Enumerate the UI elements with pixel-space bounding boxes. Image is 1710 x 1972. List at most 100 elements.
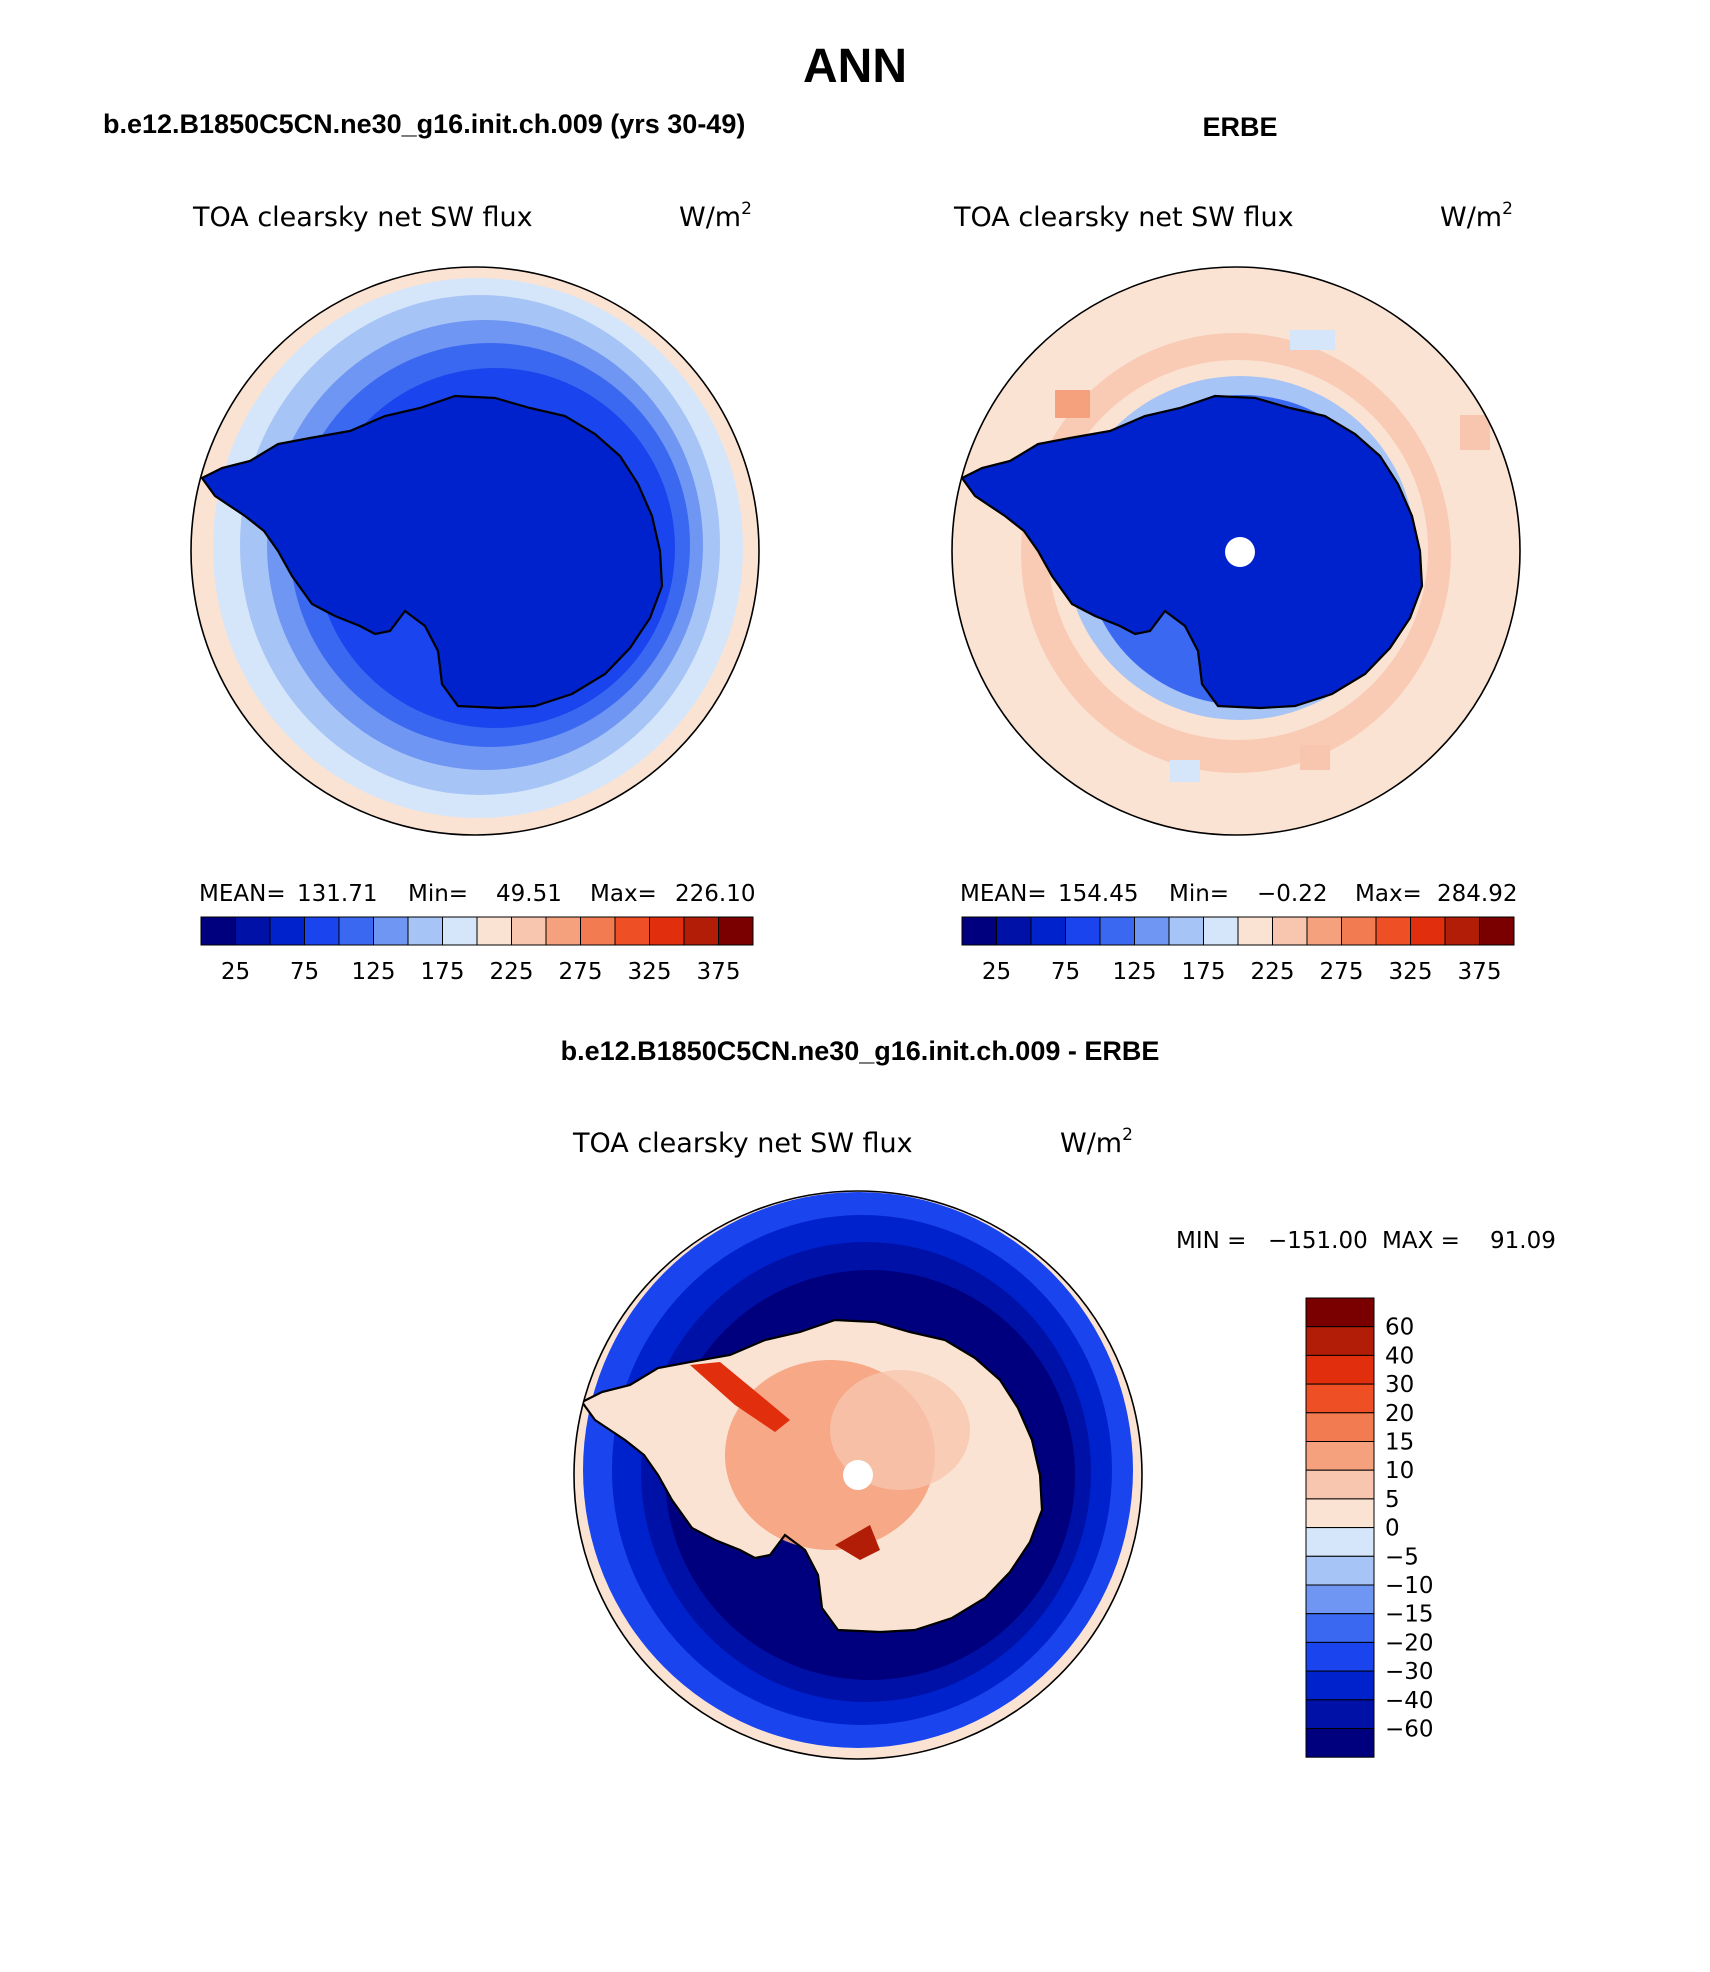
colorbar-tick-label: −20	[1385, 1630, 1434, 1656]
colorbar-swatch	[1099, 916, 1135, 946]
colorbar-swatch	[235, 916, 271, 946]
colorbar-swatch	[1341, 916, 1377, 946]
colorbar-tick-label: −60	[1385, 1717, 1434, 1743]
colorbar-swatch	[1306, 916, 1342, 946]
colorbar-tick-label: 10	[1385, 1458, 1414, 1484]
colorbar-tick-label: 175	[421, 959, 465, 985]
colorbar-tick-label: 225	[490, 959, 534, 985]
colorbar-swatch	[1305, 1498, 1375, 1529]
colorbar-swatch	[442, 916, 478, 946]
colorbar-swatch	[718, 916, 754, 946]
panel-2-variable-label: TOA clearsky net SW flux	[953, 202, 1294, 233]
colorbar-swatch	[1134, 916, 1170, 946]
colorbar-swatch	[1203, 916, 1239, 946]
colorbar-swatch	[683, 916, 719, 946]
colorbar-tick-label: 75	[290, 959, 319, 985]
colorbar-swatch	[580, 916, 616, 946]
colorbar-swatch	[1305, 1699, 1375, 1730]
colorbar-tick-label: 125	[352, 959, 396, 985]
colorbar-tick-label: 125	[1113, 959, 1157, 985]
colorbar-swatch	[1305, 1613, 1375, 1643]
colorbar-swatch	[614, 916, 650, 946]
colorbar-swatch	[1375, 916, 1411, 946]
panel-1-header: b.e12.B1850C5CN.ne30_g16.init.ch.009 (yr…	[103, 109, 745, 139]
colorbar-tick-label: −10	[1385, 1573, 1434, 1599]
colorbar-tick-label: 5	[1385, 1487, 1400, 1513]
panel-3-variable-label: TOA clearsky net SW flux	[572, 1128, 913, 1159]
colorbar-tick-label: 375	[697, 959, 741, 985]
colorbar-tick-label: 15	[1385, 1430, 1414, 1456]
colorbar-tick-label: 375	[1458, 959, 1502, 985]
colorbar-swatch	[338, 916, 374, 946]
panel-2-header: ERBE	[1202, 112, 1277, 142]
colorbar-swatch	[511, 916, 547, 946]
panel-2-stats: MEAN= 154.45 Min= −0.22 Max= 284.92	[960, 881, 1517, 907]
panel-1-stats: MEAN= 131.71 Min= 49.51 Max= 226.10	[199, 881, 755, 907]
panel-3-colorbar	[1305, 1297, 1375, 1758]
colorbar-tick-label: 325	[1389, 959, 1433, 985]
panel-1-map	[191, 267, 759, 835]
colorbar-tick-label: −15	[1385, 1602, 1434, 1628]
colorbar-swatch	[476, 916, 512, 946]
colorbar-tick-label: 225	[1251, 959, 1295, 985]
colorbar-tick-label: −5	[1385, 1544, 1419, 1570]
colorbar-tick-label: 30	[1385, 1372, 1414, 1398]
colorbar-swatch	[200, 916, 236, 946]
panel-3-stats: MIN = −151.00 MAX = 91.09	[1176, 1228, 1556, 1254]
colorbar-swatch	[1065, 916, 1101, 946]
colorbar-swatch	[269, 916, 305, 946]
colorbar-tick-label: 25	[221, 959, 250, 985]
panel-2-units: W/m2	[1440, 199, 1513, 233]
colorbar-swatch	[1444, 916, 1480, 946]
panel-2-map-border	[951, 266, 1521, 836]
colorbar-tick-label: 325	[628, 959, 672, 985]
colorbar-tick-label: 75	[1051, 959, 1080, 985]
panel-3-header: b.e12.B1850C5CN.ne30_g16.init.ch.009 - E…	[561, 1036, 1160, 1066]
colorbar-swatch	[373, 916, 409, 946]
panel-3-pole-hole	[843, 1460, 873, 1490]
colorbar-swatch	[1030, 916, 1066, 946]
panel-model: b.e12.B1850C5CN.ne30_g16.init.ch.009 (yr…	[103, 109, 760, 985]
panel-1-colorbar-ticks: 25 75 125 175 225 275 325 375	[221, 959, 741, 985]
colorbar-tick-label: 275	[1320, 959, 1364, 985]
colorbar-tick-label: 60	[1385, 1315, 1414, 1341]
colorbar-tick-label: 175	[1182, 959, 1226, 985]
colorbar-swatch	[1305, 1469, 1375, 1500]
panel-1-units: W/m2	[679, 199, 752, 233]
colorbar-swatch	[1305, 1412, 1375, 1443]
colorbar-swatch	[961, 916, 997, 946]
colorbar-swatch	[1168, 916, 1204, 946]
panel-obs: ERBE TOA clearsky net SW flux W/m2 MEAN=…	[951, 112, 1521, 985]
panel-2-colorbar-ticks: 25 75 125 175 225 275 325 375	[982, 959, 1502, 985]
panel-1-map-border	[190, 266, 760, 836]
panel-3-map-border	[573, 1190, 1143, 1760]
colorbar-tick-label: 25	[982, 959, 1011, 985]
colorbar-swatch	[649, 916, 685, 946]
colorbar-tick-label: 275	[559, 959, 603, 985]
colorbar-swatch	[407, 916, 443, 946]
colorbar-swatch	[1305, 1441, 1375, 1471]
colorbar-swatch	[1305, 1670, 1375, 1701]
panel-1-colorbar	[200, 916, 754, 946]
colorbar-swatch	[1237, 916, 1273, 946]
colorbar-swatch	[1305, 1555, 1375, 1586]
colorbar-swatch	[1305, 1527, 1375, 1557]
panel-2-pole-hole	[1225, 537, 1255, 567]
colorbar-swatch	[545, 916, 581, 946]
panel-3-units: W/m2	[1060, 1125, 1133, 1159]
colorbar-tick-label: 20	[1385, 1401, 1414, 1427]
colorbar-tick-label: −40	[1385, 1688, 1434, 1714]
colorbar-swatch	[1305, 1584, 1375, 1615]
colorbar-swatch	[1479, 916, 1515, 946]
colorbar-swatch	[304, 916, 340, 946]
colorbar-swatch	[1305, 1354, 1375, 1385]
panel-difference: b.e12.B1850C5CN.ne30_g16.init.ch.009 - E…	[561, 1036, 1556, 1760]
colorbar-swatch	[1305, 1728, 1375, 1758]
colorbar-swatch	[1305, 1297, 1375, 1328]
colorbar-tick-label: −30	[1385, 1659, 1434, 1685]
colorbar-tick-label: 40	[1385, 1343, 1414, 1369]
colorbar-swatch	[1305, 1641, 1375, 1672]
colorbar-swatch	[1305, 1383, 1375, 1414]
